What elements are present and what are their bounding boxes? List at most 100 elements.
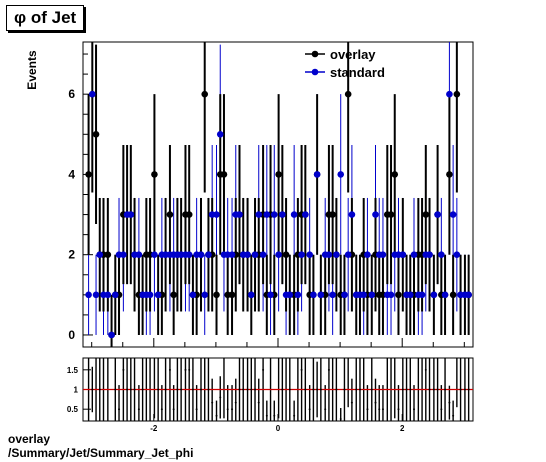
standard-point (348, 211, 356, 218)
legend: overlay standard (305, 47, 385, 80)
standard-point (333, 251, 340, 258)
ratio-point (176, 388, 179, 391)
overlay-point (422, 211, 430, 218)
ratio-point (350, 401, 353, 404)
overlay-point (85, 171, 92, 178)
overlay-point (92, 131, 100, 138)
ratio-point (273, 414, 276, 417)
standard-point (341, 291, 348, 299)
ratio-point (366, 408, 369, 411)
ratio-point (312, 388, 315, 391)
ratio-point (440, 408, 443, 411)
overlay-point (395, 291, 402, 299)
ratio-point (316, 388, 319, 391)
ratio-points (91, 368, 470, 421)
standard-point (85, 291, 92, 299)
ratio-point (374, 401, 377, 404)
standard-point (236, 211, 243, 218)
ratio-point (211, 401, 214, 404)
standard-point (434, 211, 441, 218)
ratio-point (405, 388, 408, 391)
standard-point (399, 251, 407, 258)
overlay-point (344, 90, 352, 98)
ratio-point (459, 388, 462, 391)
standard-point (310, 291, 317, 299)
ratio-point (319, 388, 322, 391)
ratio-point (246, 388, 249, 391)
ratio-point (293, 414, 296, 417)
standard-point (418, 291, 426, 299)
ratio-point (300, 368, 303, 371)
ratio-point (164, 388, 167, 391)
standard-point (406, 291, 414, 299)
ratio-point (432, 388, 435, 391)
standard-point (89, 90, 96, 98)
ratio-point (160, 408, 163, 411)
ratio-point (254, 388, 257, 391)
ratio-point (327, 368, 330, 371)
standard-point (364, 251, 371, 258)
ratio-point (215, 414, 218, 417)
overlay-point (275, 171, 282, 178)
ratio-y-tick-label: 1.5 (67, 366, 79, 375)
ratio-point (118, 408, 121, 411)
overlay-point (170, 291, 177, 299)
ratio-point (358, 388, 361, 391)
standard-point (360, 291, 368, 299)
standard-point (344, 251, 352, 258)
y-tick-label: 0 (68, 328, 75, 342)
ratio-point (262, 368, 265, 371)
ratio-x-tick-label: 2 (400, 424, 405, 433)
ratio-point (339, 418, 342, 421)
ratio-point (424, 368, 427, 371)
ratio-point (114, 388, 117, 391)
standard-point (453, 251, 461, 258)
overlay-point (228, 291, 236, 299)
ratio-x-tick-label: -2 (150, 424, 158, 433)
overlay-point (329, 211, 336, 218)
standard-point (189, 291, 197, 299)
ratio-point (199, 388, 202, 391)
standard-point (205, 251, 212, 258)
standard-point (263, 211, 271, 218)
y-axis-label: Events (25, 50, 39, 90)
ratio-point (238, 388, 241, 391)
standard-point (329, 291, 336, 299)
standard-point (438, 251, 445, 258)
standard-point (201, 291, 209, 299)
standard-point (290, 211, 298, 218)
ratio-point (137, 408, 140, 411)
y-tick-label: 6 (68, 87, 75, 101)
ratio-point (378, 408, 381, 411)
ratio-point (180, 388, 183, 391)
standard-point (96, 251, 104, 258)
standard-point (410, 251, 418, 258)
ratio-x-tick-label: 0 (276, 424, 281, 433)
standard-point (111, 291, 119, 299)
ratio-point (265, 414, 268, 417)
ratio-point (288, 388, 291, 391)
standard-point (368, 291, 376, 299)
ratio-point (397, 408, 400, 411)
ratio-point (463, 388, 466, 391)
standard-point (279, 211, 286, 218)
ratio-point (308, 408, 311, 411)
ratio-point (452, 414, 455, 417)
standard-point (298, 251, 305, 258)
overlay-point (391, 171, 399, 178)
ratio-point (467, 388, 470, 391)
overlay-point (220, 171, 228, 178)
standard-point (135, 251, 143, 258)
standard-point (337, 171, 345, 178)
ratio-point (335, 388, 338, 391)
standard-point (317, 291, 325, 299)
standard-point (275, 251, 282, 258)
ratio-point (91, 388, 94, 391)
ratio-point (242, 388, 245, 391)
standard-point (92, 291, 100, 299)
ratio-point (428, 388, 431, 391)
standard-point (465, 291, 472, 299)
y-tick-label: 4 (68, 167, 75, 181)
ratio-point (370, 388, 373, 391)
standard-point (108, 331, 115, 339)
